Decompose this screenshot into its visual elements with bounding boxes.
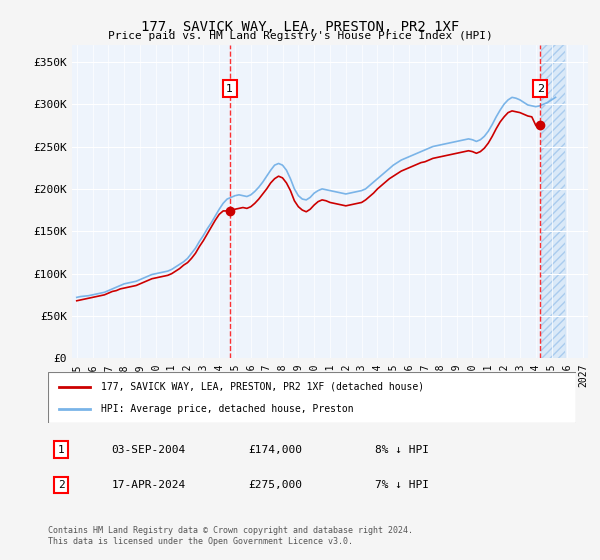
Text: 2: 2 bbox=[537, 83, 544, 94]
Text: 8% ↓ HPI: 8% ↓ HPI bbox=[376, 445, 430, 455]
Text: 03-SEP-2004: 03-SEP-2004 bbox=[112, 445, 185, 455]
Text: £174,000: £174,000 bbox=[248, 445, 302, 455]
Bar bbox=[541, 45, 565, 358]
Bar bbox=[541, 45, 565, 358]
Text: Contains HM Land Registry data © Crown copyright and database right 2024.
This d: Contains HM Land Registry data © Crown c… bbox=[48, 526, 413, 546]
Text: 1: 1 bbox=[226, 83, 233, 94]
FancyBboxPatch shape bbox=[48, 372, 576, 423]
Text: HPI: Average price, detached house, Preston: HPI: Average price, detached house, Pres… bbox=[101, 404, 353, 414]
Text: 177, SAVICK WAY, LEA, PRESTON, PR2 1XF: 177, SAVICK WAY, LEA, PRESTON, PR2 1XF bbox=[141, 20, 459, 34]
Text: 1: 1 bbox=[58, 445, 65, 455]
Text: 17-APR-2024: 17-APR-2024 bbox=[112, 480, 185, 490]
Text: Price paid vs. HM Land Registry's House Price Index (HPI): Price paid vs. HM Land Registry's House … bbox=[107, 31, 493, 41]
Text: 2: 2 bbox=[58, 480, 65, 490]
Text: 177, SAVICK WAY, LEA, PRESTON, PR2 1XF (detached house): 177, SAVICK WAY, LEA, PRESTON, PR2 1XF (… bbox=[101, 381, 424, 391]
Text: £275,000: £275,000 bbox=[248, 480, 302, 490]
Text: 7% ↓ HPI: 7% ↓ HPI bbox=[376, 480, 430, 490]
